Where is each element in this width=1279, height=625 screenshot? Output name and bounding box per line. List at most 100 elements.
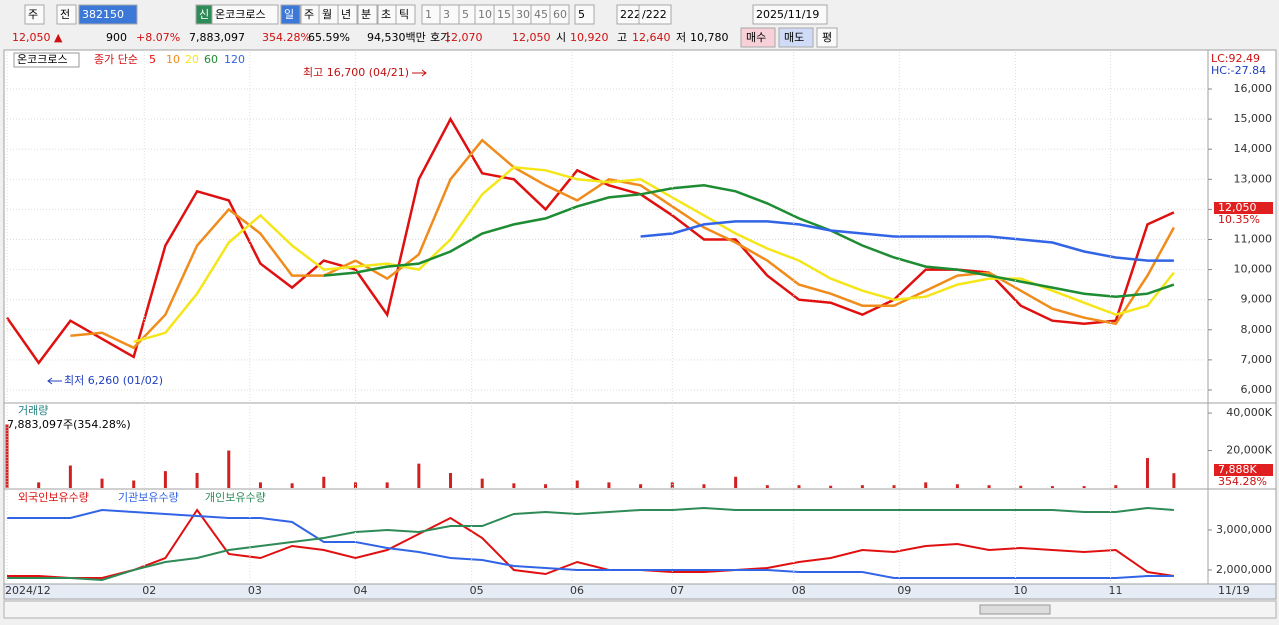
y-tick-label: 8,000 bbox=[1241, 323, 1273, 336]
y-tick-label: 13,000 bbox=[1234, 172, 1273, 185]
legend-entry: 60 bbox=[204, 53, 218, 66]
annotation: 354.28% bbox=[1218, 475, 1267, 488]
volume-bar bbox=[37, 482, 41, 488]
quote-value: 900 bbox=[106, 31, 127, 44]
toolbar-label: 5 bbox=[578, 8, 585, 21]
toolbar-label: 월 bbox=[322, 8, 332, 21]
toolbar-button[interactable] bbox=[395, 4, 416, 25]
quote-value: 94,530백만 bbox=[367, 31, 426, 44]
panel-subtitle: 7,883,097주(354.28%) bbox=[7, 418, 131, 431]
x-tick-label: 06 bbox=[570, 584, 584, 597]
toolbar-button[interactable] bbox=[638, 4, 672, 25]
scrollbar[interactable] bbox=[3, 600, 1277, 619]
annotation: 10.35% bbox=[1218, 213, 1260, 226]
x-tick-label: 11 bbox=[1109, 584, 1123, 597]
toolbar-button[interactable] bbox=[56, 4, 77, 25]
legend-box bbox=[13, 52, 80, 68]
toolbar-button[interactable] bbox=[24, 4, 45, 25]
y-tick-label: 20,000K bbox=[1226, 444, 1272, 457]
series-line bbox=[7, 506, 1174, 582]
toolbar-button[interactable] bbox=[574, 4, 595, 25]
volume-bar bbox=[702, 484, 706, 488]
y-tick-label: 2,000,000 bbox=[1216, 563, 1272, 576]
y-tick-label: 15,000 bbox=[1234, 112, 1273, 125]
volume-bar bbox=[449, 473, 453, 488]
chart-area bbox=[3, 49, 1277, 600]
volume-bar bbox=[195, 473, 199, 488]
toolbar-button[interactable] bbox=[78, 4, 138, 25]
legend-entry: 20 bbox=[185, 53, 199, 66]
annotation: 7,888K bbox=[1218, 463, 1257, 476]
y-tick-label: 11,000 bbox=[1234, 232, 1273, 245]
volume-bar bbox=[258, 482, 262, 488]
toolbar-label: 신 bbox=[199, 8, 209, 21]
volume-bar bbox=[1082, 486, 1086, 488]
trade-button[interactable] bbox=[778, 27, 814, 48]
volume-bar bbox=[227, 450, 231, 488]
x-tick-label: 04 bbox=[353, 584, 367, 597]
volume-bar bbox=[924, 482, 928, 488]
volume-bar bbox=[670, 482, 674, 488]
quote-value: +8.07% bbox=[136, 31, 180, 44]
annotation-arrow bbox=[412, 69, 427, 77]
toolbar-button[interactable] bbox=[280, 4, 301, 25]
toolbar-button[interactable] bbox=[549, 4, 570, 25]
x-tick-label: 07 bbox=[670, 584, 684, 597]
volume-bar bbox=[1145, 458, 1149, 488]
trade-button[interactable] bbox=[816, 27, 838, 48]
quote-value: 시 bbox=[556, 31, 566, 44]
volume-bar bbox=[829, 485, 833, 488]
toolbar-button[interactable] bbox=[211, 4, 279, 25]
quote-value: 12,640 bbox=[632, 31, 671, 44]
legend-entry: 개인보유수량 bbox=[205, 491, 266, 504]
toolbar-label: 222 bbox=[620, 8, 641, 21]
quote-value: 12,050 ▲ bbox=[12, 31, 63, 44]
volume-bar bbox=[353, 482, 357, 488]
volume-bar bbox=[1114, 485, 1118, 488]
annotation: LC:92.49 bbox=[1211, 52, 1260, 65]
y-tick-label: 7,000 bbox=[1241, 353, 1273, 366]
toolbar-label: 5 bbox=[462, 8, 469, 21]
toolbar-button[interactable] bbox=[337, 4, 358, 25]
legend-entry: 120 bbox=[224, 53, 245, 66]
toolbar-label: 30 bbox=[516, 8, 530, 21]
volume-bar bbox=[797, 485, 801, 488]
toolbar-label: 382150 bbox=[82, 8, 124, 21]
y-tick-label: 6,000 bbox=[1241, 383, 1273, 396]
quote-value: 7,883,097 bbox=[189, 31, 245, 44]
volume-bar bbox=[544, 484, 548, 488]
quote-value: 354.28% bbox=[262, 31, 311, 44]
trade-button[interactable] bbox=[740, 27, 776, 48]
quote-value: 10,780 bbox=[690, 31, 729, 44]
volume-bar bbox=[163, 471, 167, 488]
y-tick-label: 3,000,000 bbox=[1216, 523, 1272, 536]
y-tick-label: 16,000 bbox=[1234, 82, 1273, 95]
quote-value: 12,050 bbox=[512, 31, 551, 44]
annotation-arrow bbox=[47, 377, 62, 385]
volume-bar bbox=[1172, 473, 1176, 488]
toolbar-label: 년 bbox=[341, 8, 351, 21]
toolbar-label: 1 bbox=[425, 8, 432, 21]
toolbar-button[interactable] bbox=[752, 4, 828, 25]
x-tick-label: 05 bbox=[470, 584, 484, 597]
quote-value: 매도 bbox=[784, 31, 804, 44]
volume-bar bbox=[322, 476, 326, 488]
scroll-thumb[interactable] bbox=[979, 604, 1051, 615]
volume-bar bbox=[987, 485, 991, 488]
quote-value: 12,070 bbox=[444, 31, 483, 44]
volume-bar bbox=[290, 483, 294, 488]
volume-bar bbox=[607, 482, 611, 488]
x-tick-label: 08 bbox=[792, 584, 806, 597]
volume-bar bbox=[5, 424, 9, 488]
volume-bar bbox=[765, 485, 769, 488]
toolbar-button[interactable] bbox=[357, 4, 378, 25]
quote-value: 매수 bbox=[746, 31, 766, 44]
volume-bar bbox=[955, 484, 959, 488]
panel-title: 거래량 bbox=[18, 404, 48, 417]
legend-title: 온코크로스 bbox=[17, 53, 68, 66]
volume-bar bbox=[132, 480, 136, 488]
legend-entry: 외국인보유수량 bbox=[18, 491, 89, 504]
volume-bar bbox=[892, 485, 896, 488]
series-line bbox=[323, 184, 1175, 298]
